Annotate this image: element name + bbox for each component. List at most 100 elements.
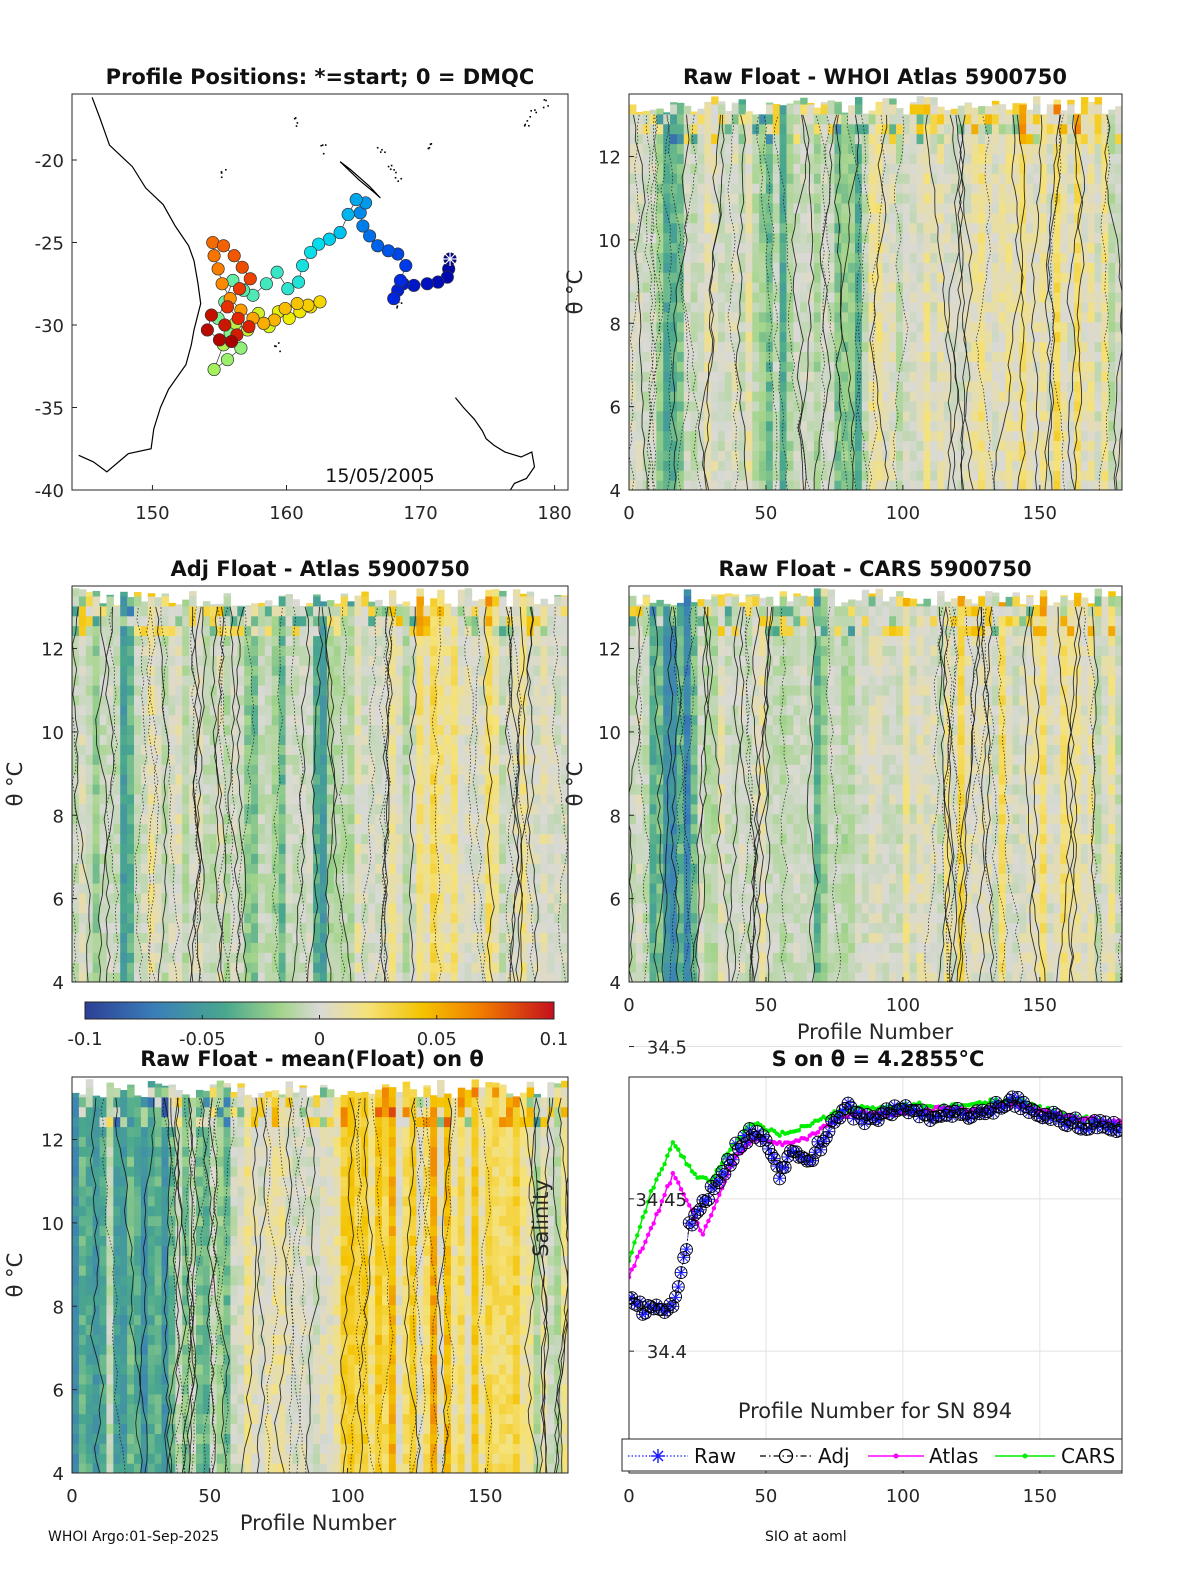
heat-cell	[759, 242, 767, 253]
heat-cell	[759, 341, 767, 352]
heat-cell	[147, 942, 156, 953]
heat-cell	[909, 123, 918, 135]
heat-cell	[964, 212, 972, 224]
heat-cell	[738, 321, 747, 333]
heat-cell	[326, 813, 335, 825]
heat-cell	[834, 470, 842, 481]
heat-cell	[690, 460, 699, 471]
heat-cell	[313, 972, 321, 982]
heat-cell	[991, 371, 1000, 382]
heat-cell	[113, 665, 121, 676]
heat-cell	[642, 391, 651, 402]
heat-cell	[930, 371, 938, 382]
heat-cell	[834, 113, 842, 125]
heat-cell	[1074, 341, 1082, 352]
heat-cell	[1012, 292, 1020, 303]
heat-cell	[813, 123, 822, 135]
heat-cell	[1067, 242, 1075, 253]
heat-cell	[985, 106, 993, 115]
heat-cell	[113, 942, 121, 953]
heat-cell	[320, 833, 328, 844]
heat-cell	[731, 440, 740, 451]
heat-cell	[909, 381, 918, 392]
heat-cell	[237, 784, 245, 795]
heat-cell	[340, 665, 349, 676]
heat-cell	[923, 311, 931, 323]
heat-cell	[1039, 381, 1048, 392]
heat-cell	[1101, 232, 1109, 244]
heat-cell	[168, 863, 176, 874]
heat-cell	[313, 675, 321, 686]
heat-cell	[292, 803, 300, 815]
heat-cell	[258, 952, 266, 963]
heat-cell	[1087, 361, 1096, 372]
heat-cell	[861, 262, 870, 273]
heat-cell	[182, 873, 190, 884]
heat-cell	[92, 843, 101, 854]
x-tick-label: 100	[886, 503, 920, 524]
heat-cell	[854, 212, 863, 224]
heat-cell	[320, 704, 328, 716]
heat-cell	[670, 212, 678, 224]
heat-cell	[147, 922, 156, 934]
heat-cell	[1094, 311, 1103, 323]
profile-position	[259, 277, 273, 291]
heat-cell	[1067, 371, 1075, 382]
heat-cell	[1053, 311, 1061, 323]
heat-cell	[923, 123, 931, 135]
heat-cell	[120, 823, 128, 835]
heat-cell	[943, 212, 952, 224]
heat-cell	[1074, 262, 1082, 273]
heat-cell	[120, 952, 128, 963]
heat-cell	[202, 922, 211, 934]
heat-cell	[752, 272, 760, 283]
heat-cell	[930, 143, 938, 154]
heat-cell	[759, 292, 767, 303]
heat-cell	[271, 685, 280, 696]
heat-cell	[642, 232, 651, 244]
heat-cell	[292, 635, 300, 646]
heat-cell	[786, 460, 794, 471]
heat-cell	[642, 341, 651, 352]
heat-cell	[1005, 301, 1014, 313]
heat-cell	[120, 813, 128, 825]
heat-cell	[1012, 480, 1020, 490]
heat-cell	[264, 625, 273, 637]
heat-cell	[991, 420, 1000, 432]
y-tick-label: -25	[35, 234, 64, 255]
heat-cell	[848, 410, 856, 422]
heat-cell	[759, 282, 767, 293]
heat-cell	[868, 123, 877, 135]
heat-cell	[670, 202, 678, 214]
heat-cell	[793, 143, 801, 154]
heat-cell	[196, 873, 204, 884]
heat-cell	[127, 892, 135, 904]
heat-cell	[154, 655, 163, 666]
heat-cell	[902, 301, 911, 313]
heat-cell	[971, 450, 979, 461]
heat-cell	[738, 391, 747, 402]
heat-cell	[333, 605, 342, 617]
heat-cell	[724, 212, 733, 224]
heat-cell	[718, 262, 726, 273]
heat-cell	[299, 764, 307, 775]
heat-cell	[663, 112, 671, 115]
heat-cell	[957, 361, 966, 372]
heat-cell	[950, 440, 959, 451]
heat-cell	[127, 734, 135, 745]
heat-cell	[395, 635, 404, 646]
heat-cell	[196, 833, 204, 844]
heat-cell	[711, 292, 719, 303]
heat-cell	[402, 942, 411, 953]
heat-cell	[140, 645, 149, 656]
heat-cell	[916, 311, 925, 323]
heat-cell	[237, 754, 245, 765]
heat-cell	[1087, 371, 1096, 382]
heat-cell	[786, 123, 794, 135]
heat-cell	[670, 321, 678, 333]
island-dot	[547, 105, 549, 107]
heat-cell	[368, 942, 376, 953]
heat-cell	[738, 133, 747, 145]
heat-cell	[978, 311, 986, 323]
heat-cell	[361, 655, 369, 666]
